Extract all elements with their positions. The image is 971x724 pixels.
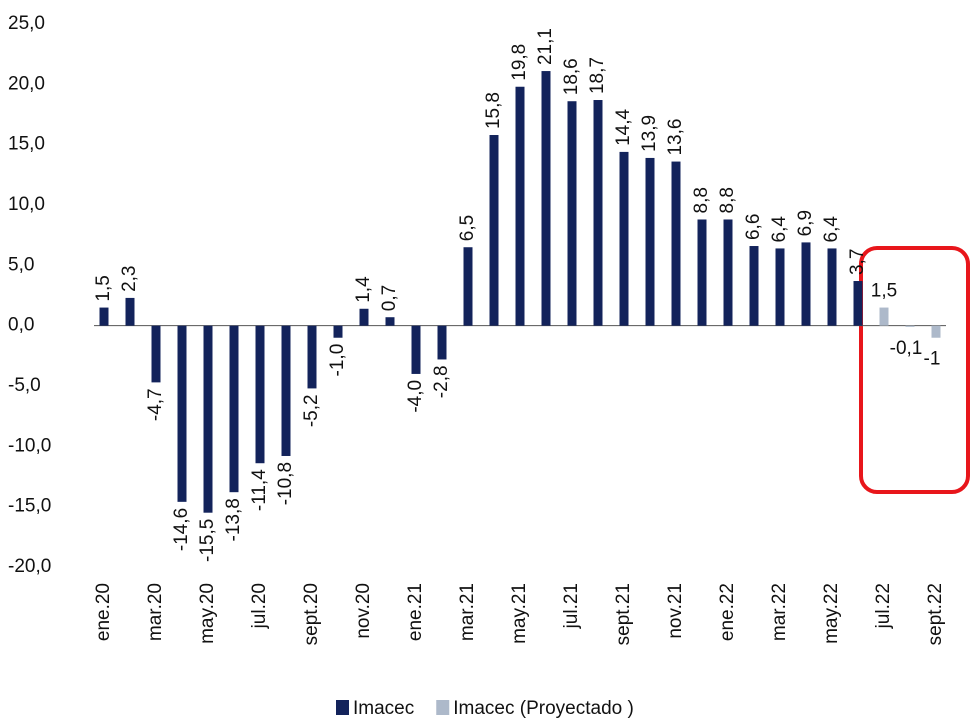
x-tick-label: jul.21 [561,583,582,629]
value-label: -13,8 [223,498,244,541]
x-tick-label: ene.21 [405,583,426,641]
value-label: 6,9 [795,210,816,236]
value-label: 8,8 [717,187,738,213]
bar [931,325,941,338]
x-tick-label: jul.20 [249,583,270,629]
y-tick-label: -10,0 [8,435,51,456]
x-tick-label: mar.22 [769,583,790,641]
y-tick-label: -5,0 [8,375,41,396]
x-tick-label: sept.20 [301,583,322,645]
bar [125,297,135,326]
x-tick-label: sept.22 [925,583,946,645]
bar [853,281,863,326]
bar [541,71,551,326]
value-label: -5,2 [301,394,322,427]
bar [203,325,213,513]
y-tick-label: -20,0 [8,556,51,577]
value-label: 1,5 [93,275,114,301]
value-label: 19,8 [509,44,530,81]
value-label: 15,8 [483,92,504,129]
x-tick-label: may.22 [821,583,842,644]
legend-swatch [436,700,450,715]
bar [385,317,395,326]
value-label: -1 [924,349,941,370]
bar [177,325,187,502]
value-label: 8,8 [691,187,712,213]
bar [749,246,759,326]
value-label: -11,4 [249,469,270,511]
bar [879,307,889,326]
x-tick-label: ene.20 [93,583,114,641]
y-tick-label: 0,0 [8,315,34,336]
bar [229,325,239,493]
bar [489,135,499,326]
value-label: 6,6 [743,214,764,240]
value-label: -4,7 [145,388,166,421]
bar [437,325,447,360]
value-label: -10,8 [275,462,296,505]
value-label: -14,6 [171,508,192,551]
bar [801,242,811,326]
bar [515,86,525,326]
y-tick-label: -15,0 [8,496,51,517]
x-tick-label: mar.20 [145,583,166,641]
value-label: 0,7 [379,285,400,311]
bar [255,325,265,464]
value-label: 21,1 [535,28,556,65]
value-label: 2,3 [119,265,140,291]
x-tick-label: nov.20 [353,583,374,639]
bar [593,100,603,326]
bar [775,248,785,326]
y-tick-label: 20,0 [8,73,45,94]
highlight-box [859,246,970,494]
value-label: 6,4 [769,216,790,243]
value-label: -1,0 [327,344,348,377]
x-tick-label: may.21 [509,583,530,644]
value-label: 6,5 [457,215,478,241]
value-label: 13,6 [665,119,686,156]
value-label: 18,6 [561,58,582,95]
bar [905,325,915,327]
value-label: 1,4 [353,276,374,303]
value-label: 18,7 [587,57,608,94]
x-tick-label: mar.21 [457,583,478,641]
bar [151,325,161,383]
bar [645,157,655,326]
bar [697,219,707,326]
value-label: 14,4 [613,108,634,145]
bar [359,308,369,326]
value-label: 13,9 [639,115,660,152]
value-label: -0,1 [890,338,923,359]
value-label: 1,5 [871,281,897,302]
bar [827,248,837,326]
legend-label: Imacec [353,698,414,719]
y-tick-label: 15,0 [8,134,45,155]
bar [723,219,733,326]
value-label: -15,5 [197,519,218,562]
x-tick-label: sept.21 [613,583,634,645]
bar [307,325,317,389]
bar [463,247,473,326]
value-label: -4,0 [405,380,426,413]
legend-swatch [336,700,349,715]
value-label: -2,8 [431,365,452,398]
legend-label: Imacec (Proyectado ) [453,698,634,719]
bar [567,101,577,326]
bar [99,307,109,326]
x-tick-label: may.20 [197,583,218,644]
bar [333,325,343,338]
y-tick-label: 10,0 [8,194,45,215]
x-tick-label: nov.21 [665,583,686,639]
y-tick-label: 5,0 [8,254,34,275]
bar [619,151,629,326]
bar [281,325,291,456]
x-tick-label: ene.22 [717,583,738,641]
bar [411,325,421,374]
value-label: 3,7 [847,249,868,275]
x-tick-label: jul.22 [873,583,894,629]
value-label: 6,4 [821,216,842,243]
bar [671,161,681,326]
y-tick-label: 25,0 [8,13,45,34]
